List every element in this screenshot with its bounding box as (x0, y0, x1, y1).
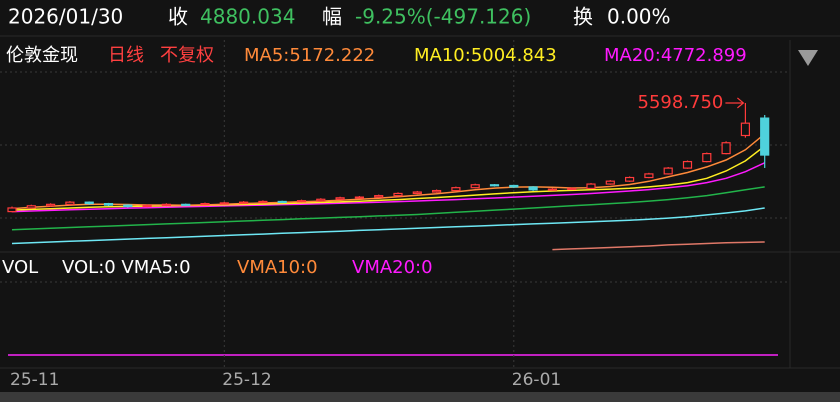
turnover-label: 换 (573, 5, 593, 29)
turnover: 0.00% (607, 5, 671, 29)
annotation-arrowhead (737, 97, 745, 109)
close: 4880.034 (200, 5, 295, 29)
candle-body (740, 122, 751, 137)
plot: 25-11 25-12 26-01 5598.750 (7, 40, 770, 390)
candle-body (644, 173, 654, 179)
legend-entry: MA10:5004.843 (414, 45, 557, 66)
candle-body (432, 189, 442, 193)
change-label: 幅 (322, 5, 342, 29)
candle-body (142, 204, 152, 208)
candle-body (335, 197, 345, 200)
candle-body (374, 195, 384, 198)
candle-body (161, 203, 171, 207)
date: 2026/01/30 (8, 5, 123, 29)
candle-body (7, 207, 17, 213)
candle-body (567, 187, 577, 190)
ma-line (11, 207, 765, 245)
vol-value: VOL:0 VMA5:0 (62, 257, 191, 278)
candle-body (547, 188, 558, 191)
ma-line (11, 162, 766, 213)
candle-body (760, 117, 770, 156)
legend-entry: MA20:4772.899 (604, 45, 747, 66)
scrollbar[interactable] (0, 392, 840, 402)
change: -9.25%(-497.126) (355, 5, 531, 29)
close-label: 收 (168, 5, 188, 29)
candle-body (26, 205, 36, 209)
candle-body (354, 196, 364, 199)
ma-line (11, 186, 765, 231)
period: 日线 (108, 45, 144, 66)
adjust: 不复权 (160, 45, 214, 66)
candle-body (200, 203, 210, 206)
candle-body (239, 201, 249, 204)
ma-legend: MA20:4772.899 MA10:5004.843 MA5:5172.222 (244, 45, 747, 66)
x-tick-label: 26-01 (512, 370, 561, 390)
candle-body (682, 160, 693, 169)
candle-body (663, 167, 673, 175)
candle-body (412, 191, 422, 195)
candle-body (123, 204, 133, 208)
candle-body (586, 183, 596, 189)
ma-line (552, 241, 765, 251)
candle-body (393, 192, 403, 197)
candle-body (219, 202, 229, 205)
vma20: VMA20:0 (352, 257, 433, 278)
x-tick-label: 25-11 (10, 370, 59, 390)
candle-body (84, 201, 94, 205)
candle-body (528, 186, 538, 191)
vma10: VMA10:0 (237, 257, 318, 278)
candle-body (316, 198, 326, 202)
legend-entry: MA5:5172.222 (244, 45, 375, 66)
candle-body (605, 180, 615, 185)
dropdown-toggle[interactable] (798, 50, 818, 66)
candle-body (624, 176, 635, 182)
candle-body (702, 153, 712, 163)
x-tick-label: 25-12 (222, 370, 271, 390)
candle-body (65, 201, 75, 205)
candle-body (470, 184, 480, 189)
ma-line (11, 145, 766, 211)
high-annotation: 5598.750 (638, 92, 724, 113)
candle-body (721, 142, 731, 155)
candle-body (451, 187, 461, 192)
candle-body (258, 200, 268, 204)
candle-body (45, 203, 56, 207)
ma-line (11, 133, 766, 210)
candle-body (296, 200, 307, 203)
candle-body (509, 184, 519, 188)
vol-title: VOL (2, 257, 38, 278)
candle-body (103, 203, 114, 206)
candle-body (181, 203, 191, 206)
symbol: 伦敦金现 (6, 45, 78, 66)
candle-body (489, 184, 500, 187)
candle-body (277, 200, 287, 204)
